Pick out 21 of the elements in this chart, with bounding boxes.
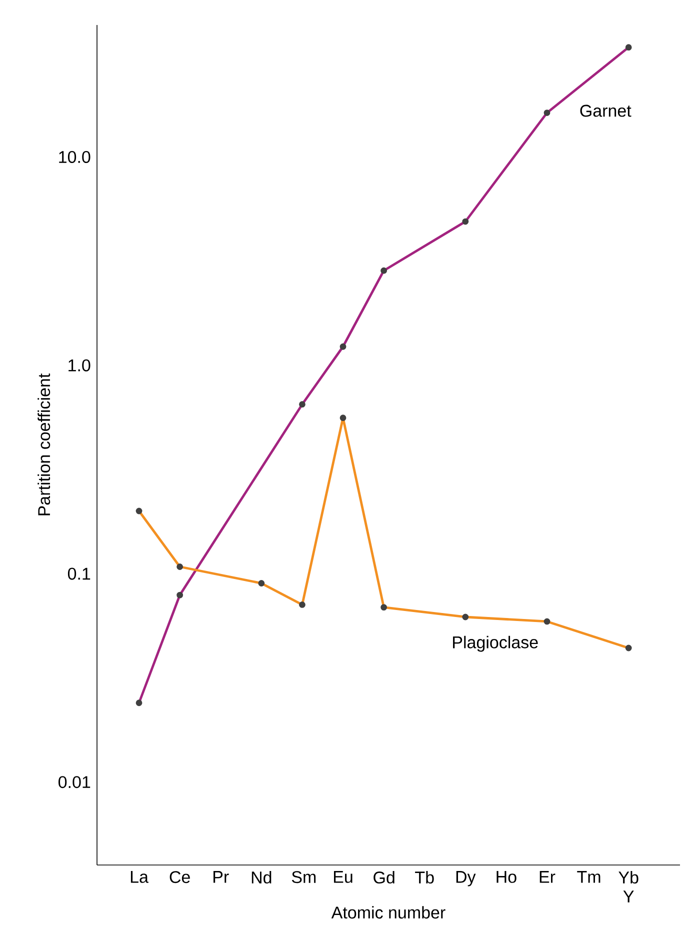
x-tick-label: Yb Y <box>618 871 638 902</box>
y-axis-title: Partition coefficient <box>38 373 50 516</box>
x-tick-label: Gd <box>374 871 394 884</box>
y-tick-label: 0.1 <box>68 568 90 580</box>
x-tick-label: Tb <box>415 871 434 884</box>
x-tick-label: Ho <box>496 871 516 883</box>
x-tick-label: Sm <box>292 871 316 884</box>
x-tick-label: Dy <box>456 871 476 886</box>
y-tick-label: 10.0 <box>59 150 90 164</box>
x-tick-label: Er <box>540 871 556 883</box>
x-tick-label: Nd <box>252 871 272 884</box>
x-tick-label: Tm <box>577 871 600 883</box>
x-tick-label: Pr <box>213 871 229 883</box>
series-label: Plagioclase <box>453 636 538 652</box>
y-tick-label: 1.0 <box>68 359 90 372</box>
series-label: Garnet <box>580 104 632 117</box>
x-tick-label: La <box>130 871 148 883</box>
x-tick-label: Ce <box>170 871 190 884</box>
x-tick-label: Eu <box>334 871 352 883</box>
x-axis-title: Atomic number <box>331 906 446 919</box>
y-tick-label: 0.01 <box>58 776 90 788</box>
